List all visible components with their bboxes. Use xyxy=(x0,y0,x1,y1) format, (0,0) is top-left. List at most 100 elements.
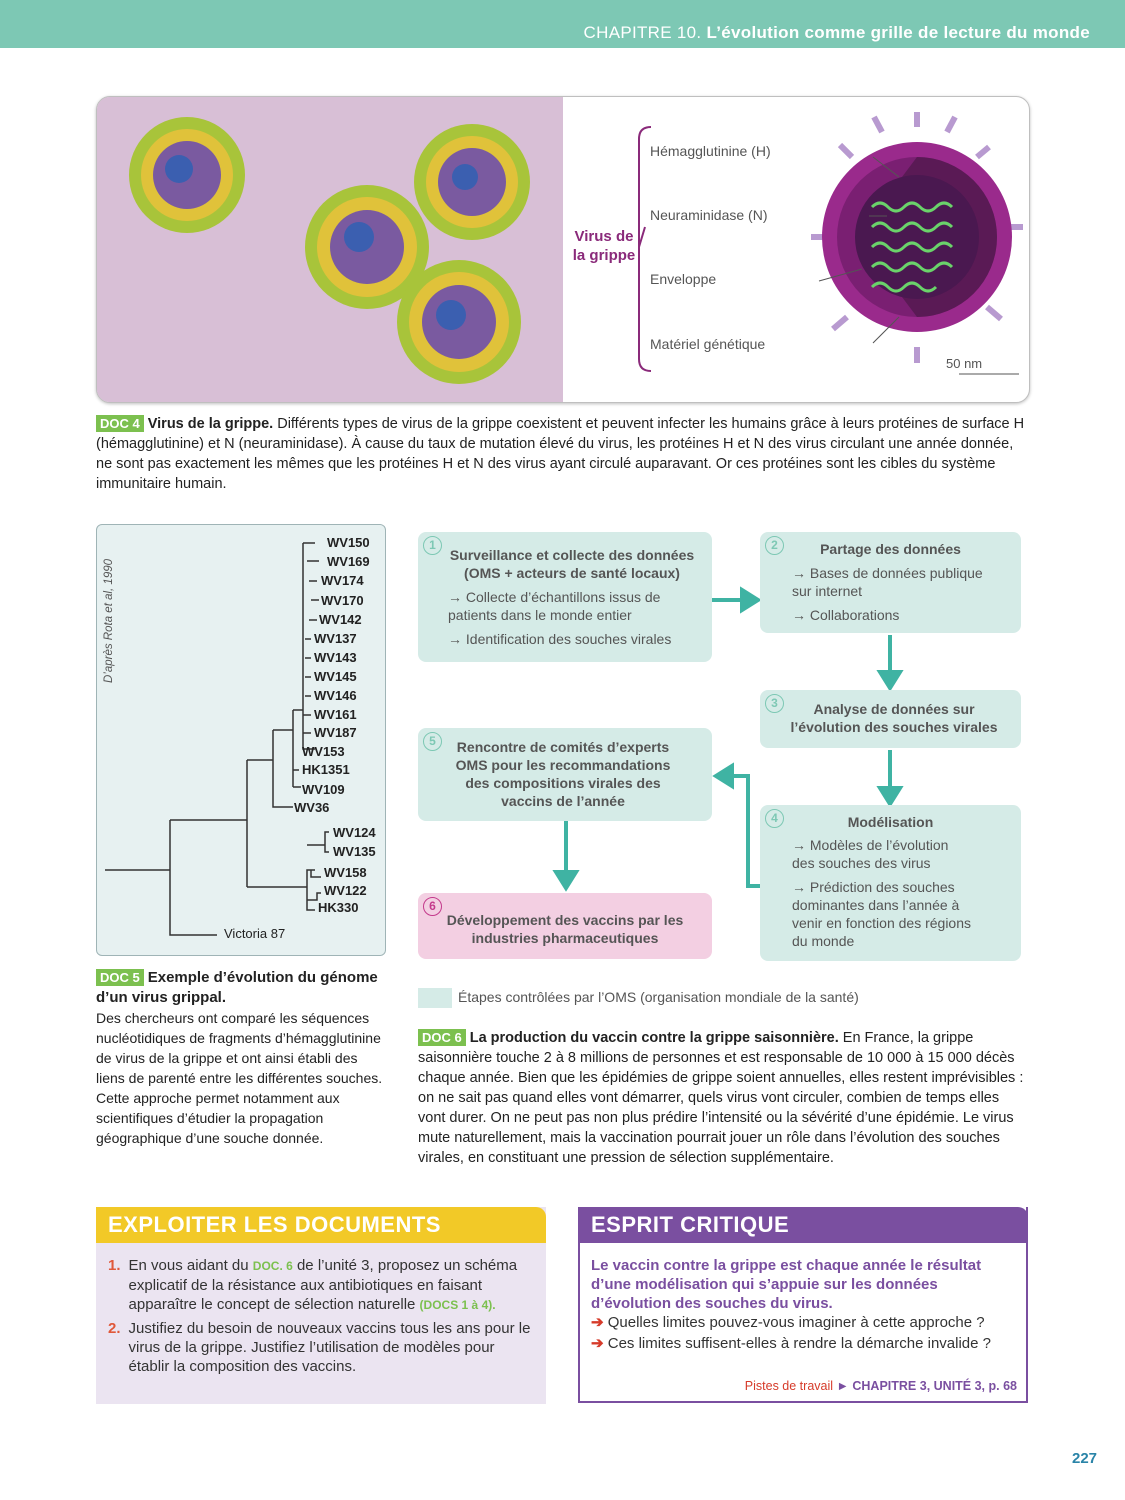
virus-title: Virus de la grippe xyxy=(572,228,636,264)
question-1: 1. En vous aidant du DOC. 6 de l’unité 3… xyxy=(108,1256,538,1315)
doc4-caption-title: Virus de la grippe. xyxy=(147,416,274,432)
tree-branches xyxy=(105,542,329,936)
step-item: → Modèles de l’évolution des souches des… xyxy=(792,837,949,871)
step-title: Analyse de données sur l’évolution des s… xyxy=(790,701,998,735)
exploiter-title: EXPLOITER LES DOCUMENTS xyxy=(108,1212,441,1237)
virus-spikes xyxy=(811,112,1023,363)
flow-step-4: 4 Modélisation → Modèles de l’évolution … xyxy=(760,805,1021,961)
genetic-material xyxy=(870,201,954,293)
pistes-label: Pistes de travail xyxy=(744,1379,834,1393)
tree-leaf: WV150 xyxy=(327,535,370,550)
doc-link[interactable]: DOC. 6 xyxy=(252,1259,293,1273)
virus-particle-3 xyxy=(414,124,530,240)
tree-leaf: WV174 xyxy=(321,573,364,588)
tree-leaf: WV146 xyxy=(314,688,357,703)
doc6-caption-text: En France, la grippe saisonnière touche … xyxy=(418,1030,1024,1166)
chapter-header-bar xyxy=(0,0,1125,48)
doc5-tag: DOC 5 xyxy=(96,969,144,986)
virus-diagram xyxy=(638,112,1023,375)
tree-leaf: WV158 xyxy=(324,865,367,880)
doc5-caption-title: Exemple d’évolution du génome d’un virus… xyxy=(96,969,378,1006)
tree-leaf: WV137 xyxy=(314,631,357,646)
tree-leaf: WV135 xyxy=(333,844,376,859)
phylogenetic-tree: D’après Rota et al, 1990 WV150 WV169 WV1… xyxy=(96,524,386,956)
doc5-caption: DOC 5 Exemple d’évolution du génome d’un … xyxy=(96,968,386,1148)
step-item: → Bases de données publique sur internet xyxy=(792,565,983,599)
tree-leaf: HK330 xyxy=(318,900,359,915)
step-title: Partage des données xyxy=(820,541,961,557)
label-enveloppe: Enveloppe xyxy=(650,271,717,287)
doc6-caption-title: La production du vaccin contre la grippe… xyxy=(469,1030,839,1046)
q1-text-a: En vous aidant du xyxy=(128,1257,249,1274)
scale-bar-label: 50 nm xyxy=(946,356,983,371)
flow-step-6: 6 Développement des vaccins par les indu… xyxy=(418,893,712,959)
tree-leaf: WV187 xyxy=(314,725,357,740)
docs-link[interactable]: (DOCS 1 à 4). xyxy=(419,1298,496,1312)
doc5-caption-text-2: Cette approche permet notamment aux scie… xyxy=(96,1090,340,1146)
exploiter-header xyxy=(96,1207,546,1243)
virus-particle-1 xyxy=(129,117,245,233)
label-materiel-genetique: Matériel génétique xyxy=(650,336,766,352)
tree-leaf: WV143 xyxy=(314,650,357,665)
tree-leaf: WV124 xyxy=(333,825,376,840)
esprit-item-text: Quelles limites pouvez-vous imaginer à c… xyxy=(607,1314,985,1331)
tree-leaf: WV109 xyxy=(302,782,345,797)
step-number: 5 xyxy=(423,732,442,751)
step-number: 1 xyxy=(423,536,442,555)
micrograph-image xyxy=(97,97,563,402)
chapter-number: CHAPITRE 10. xyxy=(583,23,702,42)
tree-leaf: WV170 xyxy=(321,593,364,608)
arrow-icon: ➔ xyxy=(591,1335,604,1352)
step-title: Développement des vaccins par les indust… xyxy=(446,912,684,946)
tree-leaf: WV161 xyxy=(314,707,357,722)
esprit-question: Le vaccin contre la grippe est chaque an… xyxy=(591,1257,982,1312)
step-item: → Identification des souches virales xyxy=(448,631,672,647)
q2-text: Justifiez du besoin de nouveaux vaccins … xyxy=(128,1320,531,1375)
step-item: → Prédiction des souches dominantes dans… xyxy=(792,879,971,949)
tree-leaf: WV169 xyxy=(327,554,370,569)
doc6-caption: DOC 6 La production du vaccin contre la g… xyxy=(418,1028,1028,1168)
tree-leaf: WV36 xyxy=(294,800,330,815)
flow-step-5: 5 Rencontre de comités d’experts OMS pou… xyxy=(418,728,712,821)
tree-leaf-outgroup: Victoria 87 xyxy=(224,926,286,941)
label-neuraminidase: Neuraminidase (N) xyxy=(650,207,768,223)
arrow-icon: ➔ xyxy=(591,1314,604,1331)
step-number: 4 xyxy=(765,809,784,828)
step-item: → Collaborations xyxy=(792,607,900,623)
chapter-header: CHAPITRE 10. L’évolution comme grille de… xyxy=(584,23,1090,43)
tree-leaf: WV145 xyxy=(314,669,357,684)
doc4-tag: DOC 4 xyxy=(96,415,144,432)
tree-leaf: HK1351 xyxy=(302,762,350,777)
page-number: 227 xyxy=(1072,1450,1098,1467)
esprit-critique-title: ESPRIT CRITIQUE xyxy=(591,1212,790,1237)
virus-particle-2 xyxy=(305,185,429,309)
flow-arrows xyxy=(552,586,904,892)
step-title: Modélisation xyxy=(847,814,934,830)
tree-leaf: WV153 xyxy=(302,744,345,759)
tree-leaf: WV142 xyxy=(319,612,362,627)
question-number: 2. xyxy=(108,1320,121,1337)
exploiter-questions: 1. En vous aidant du DOC. 6 de l’unité 3… xyxy=(108,1256,538,1376)
label-hemagglutinine: Hémagglutinine (H) xyxy=(650,143,771,159)
doc4-caption-text: Différents types de virus de la grippe c… xyxy=(96,416,1025,492)
q1-text-b: de l’unité 3, proposez un schéma explica… xyxy=(128,1257,518,1313)
pistes-arrow-icon: ► xyxy=(836,1379,849,1393)
question-2: 2. Justifiez du besoin de nouveaux vacci… xyxy=(108,1319,538,1376)
esprit-item-text: Ces limites suffisent-elles à rendre la … xyxy=(607,1335,991,1352)
doc5-caption-text: Des chercheurs ont comparé les séquences… xyxy=(96,1010,383,1086)
tree-leaf: WV122 xyxy=(324,883,367,898)
pistes-de-travail[interactable]: Pistes de travail ► CHAPITRE 3, UNITÉ 3,… xyxy=(745,1379,1017,1393)
step-number: 3 xyxy=(765,694,784,713)
esprit-critique-header xyxy=(578,1207,1028,1243)
doc4-caption: DOC 4 Virus de la grippe. Différents type… xyxy=(96,414,1028,494)
esprit-item-2: ➔ Ces limites suffisent-elles à rendre l… xyxy=(591,1334,1021,1353)
question-number: 1. xyxy=(108,1257,121,1274)
flow-step-2: 2 Partage des données → Bases de données… xyxy=(760,532,1021,633)
esprit-item-1: ➔ Quelles limites pouvez-vous imaginer à… xyxy=(591,1313,1021,1332)
step-number: 6 xyxy=(423,897,442,916)
step-item: → Collecte d’échantillons issus de patie… xyxy=(448,589,661,623)
doc4-figure: Virus de la grippe Hémagglu xyxy=(96,96,1030,403)
flow-step-3: 3 Analyse de données sur l’évolution des… xyxy=(760,690,1021,748)
legend-text: Étapes contrôlées par l’OMS (organisatio… xyxy=(458,989,859,1005)
virus-particle-4 xyxy=(397,260,521,384)
